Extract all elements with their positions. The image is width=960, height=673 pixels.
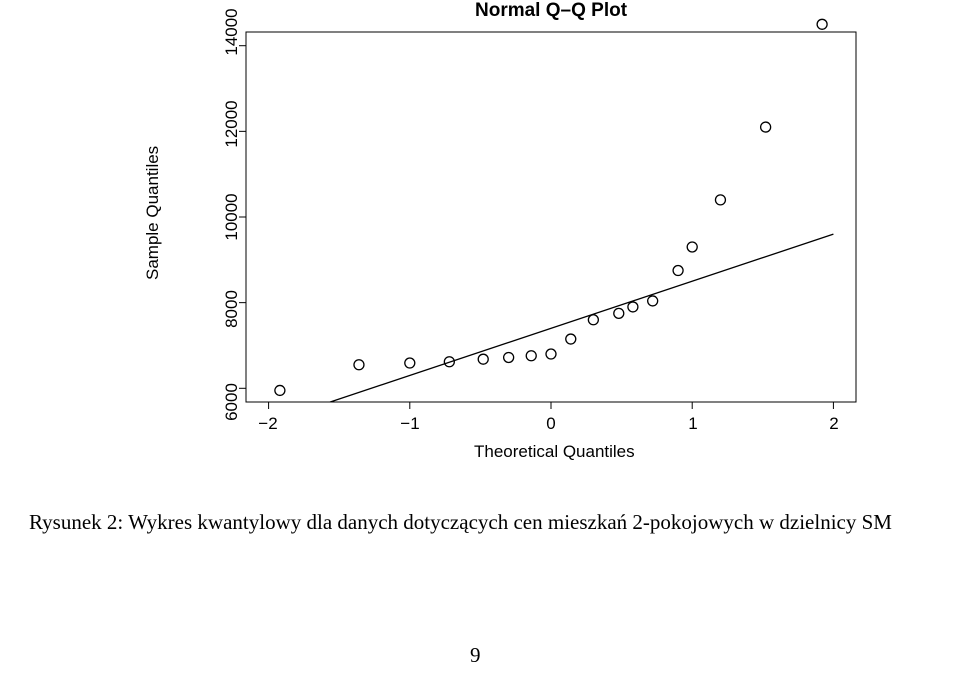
x-tick-label: 2 [829, 414, 838, 434]
page-root: Normal Q–Q Plot Sample Quantiles Theoret… [0, 0, 960, 673]
qq-plot [231, 17, 871, 417]
x-tick-label: −1 [400, 414, 419, 434]
x-tick-label: −2 [258, 414, 277, 434]
x-tick-label: 0 [546, 414, 555, 434]
y-axis-title: Sample Quantiles [143, 146, 163, 280]
figure-caption: Rysunek 2: Wykres kwantylowy dla danych … [29, 505, 934, 539]
page-number: 9 [470, 643, 481, 668]
x-tick-label: 1 [688, 414, 697, 434]
x-axis-title: Theoretical Quantiles [474, 442, 635, 462]
